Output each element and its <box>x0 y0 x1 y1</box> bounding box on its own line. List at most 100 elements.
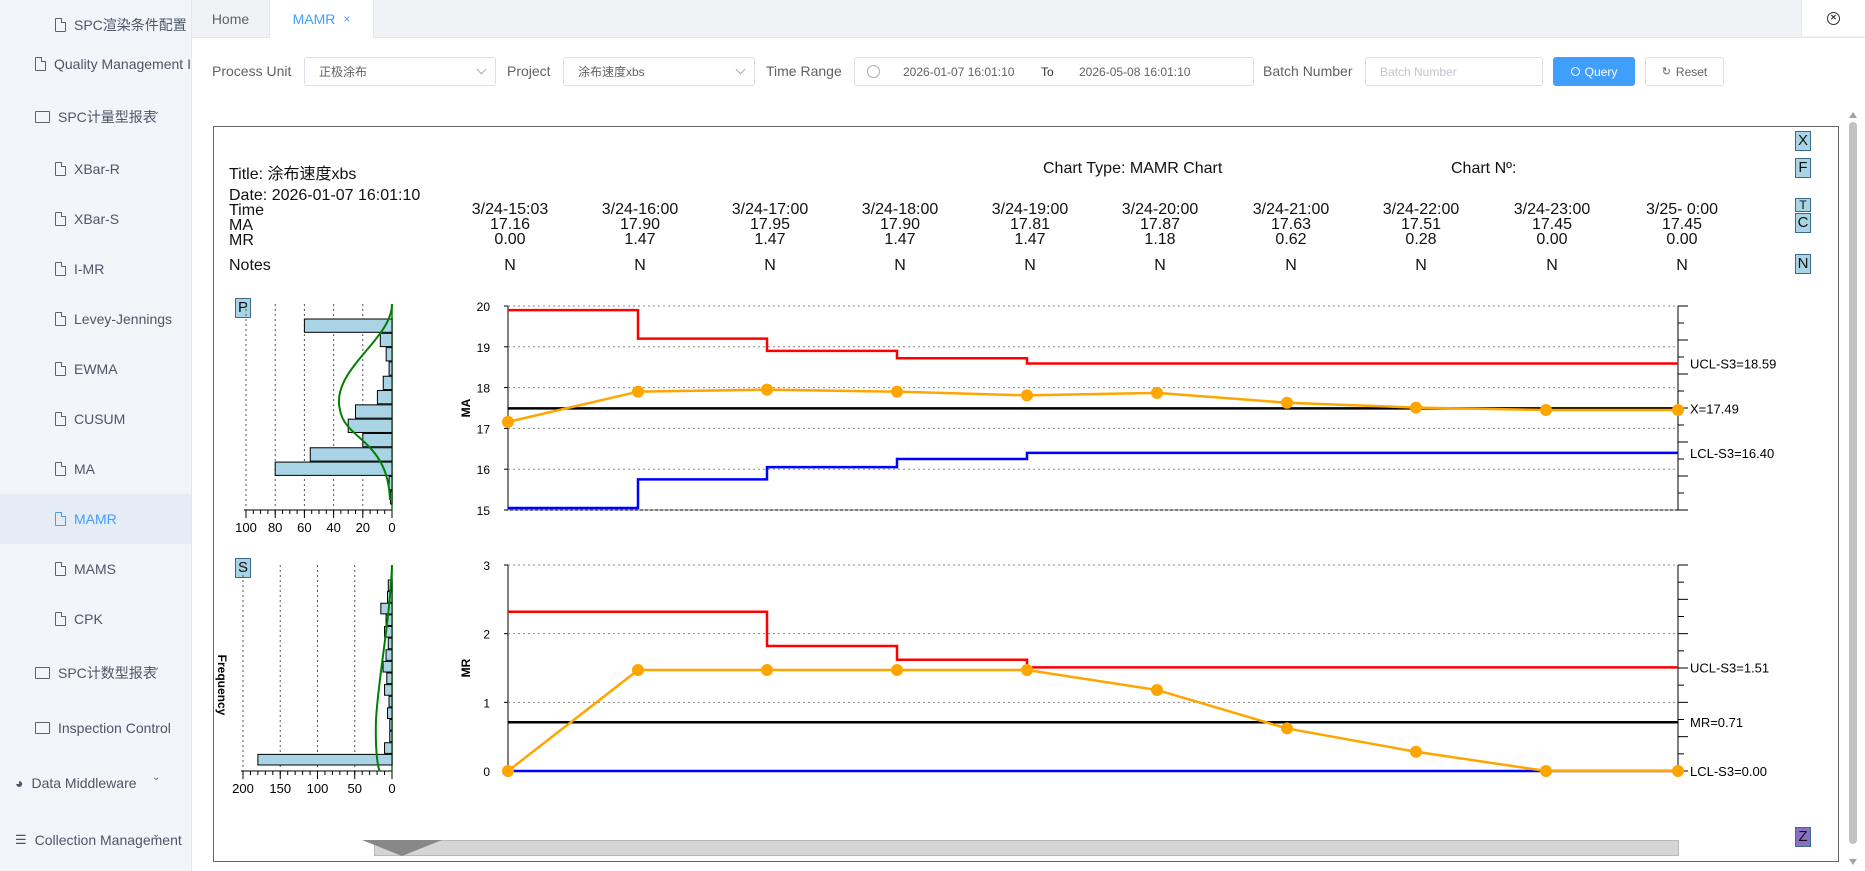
sidebar-item-4[interactable]: XBar-S <box>0 194 191 244</box>
s-button[interactable]: S <box>235 558 251 578</box>
sidebar-item-label: EWMA <box>74 361 118 377</box>
process-unit-select[interactable]: 正极涂布 <box>304 57 496 86</box>
file-icon <box>55 612 66 626</box>
reset-button[interactable]: ↻ Reset <box>1645 57 1724 86</box>
close-circle-icon: ✕ <box>1827 11 1840 25</box>
mr-cell: 0.00 <box>1536 231 1568 248</box>
reset-label: Reset <box>1675 64 1708 79</box>
f-button[interactable]: F <box>1795 158 1811 178</box>
time-range-picker[interactable]: 2026-01-07 16:01:10 To 2026-05-08 16:01:… <box>854 57 1254 86</box>
process-unit-value: 正极涂布 <box>319 65 368 79</box>
pie-chart-icon: ◕ <box>15 775 24 791</box>
horizontal-scrollbar[interactable] <box>374 840 1679 856</box>
p-button[interactable]: P <box>235 298 251 318</box>
query-button[interactable]: Query <box>1553 57 1635 86</box>
mr-cell: 1.47 <box>624 231 656 248</box>
project-label: Project <box>507 63 551 79</box>
sidebar-item-9[interactable]: MA <box>0 444 191 494</box>
tab-mamr[interactable]: MAMR × <box>270 0 374 38</box>
batch-number-input[interactable]: Batch Number <box>1365 57 1543 86</box>
sidebar-item-8[interactable]: CUSUM <box>0 394 191 444</box>
sidebar-item-14[interactable]: Inspection Control <box>0 703 191 753</box>
t-button[interactable]: T <box>1795 198 1811 212</box>
time-cell: 3/24-20:00 <box>1121 201 1199 218</box>
scroll-handle-triangle-icon[interactable] <box>362 840 442 856</box>
sidebar-item-label: XBar-R <box>74 161 120 177</box>
time-cell: 3/24-22:00 <box>1382 201 1460 218</box>
file-icon <box>55 212 66 226</box>
file-icon <box>55 312 66 326</box>
scroll-down-arrow-icon[interactable] <box>1849 859 1857 865</box>
file-icon <box>55 162 66 176</box>
time-cell: 3/24-16:00 <box>601 201 679 218</box>
tab-bar: Home MAMR × ✕ <box>192 0 1865 38</box>
notes-cell: N <box>1676 257 1688 274</box>
sidebar-item-2[interactable]: SPC计量型报表 ⌄ <box>0 92 191 142</box>
tab-home[interactable]: Home <box>192 0 270 38</box>
z-button[interactable]: Z <box>1795 827 1811 847</box>
project-select[interactable]: 涂布速度xbs <box>563 57 755 86</box>
sidebar-item-5[interactable]: I-MR <box>0 244 191 294</box>
sidebar-item-16[interactable]: ☰ Collection Management ⌄ <box>0 815 191 865</box>
sidebar-item-label: Inspection Control <box>58 720 171 736</box>
sidebar-item-10[interactable]: MAMR <box>0 494 191 544</box>
mr-cell: 0.00 <box>1666 231 1698 248</box>
ma-cell: 17.45 <box>1661 216 1703 233</box>
c-button[interactable]: C <box>1795 213 1811 233</box>
folder-icon <box>35 667 50 679</box>
clock-icon <box>867 65 880 78</box>
sidebar-item-0[interactable]: SPC渲染条件配置 <box>0 0 191 50</box>
file-icon <box>55 562 66 576</box>
sidebar-item-3[interactable]: XBar-R <box>0 144 191 194</box>
close-all-tabs-button[interactable]: ✕ <box>1801 0 1865 36</box>
sidebar-item-label: Data Middleware <box>31 775 137 791</box>
sidebar-item-15[interactable]: ◕ Data Middleware ⌄ <box>0 758 191 808</box>
n-button[interactable]: N <box>1795 254 1811 274</box>
vertical-scrollbar[interactable] <box>1848 112 1858 865</box>
time-end-value[interactable]: 2026-05-08 16:01:10 <box>1079 65 1191 79</box>
mr-cell: 0.00 <box>494 231 526 248</box>
sidebar-item-1[interactable]: Quality Management I <box>0 39 191 89</box>
scrollbar-thumb[interactable] <box>1849 122 1857 844</box>
sidebar-item-label: Collection Management <box>34 832 182 848</box>
chevron-down-icon: ⌄ <box>152 106 161 117</box>
file-icon <box>35 57 46 71</box>
notes-cell: N <box>1415 257 1427 274</box>
time-start-value[interactable]: 2026-01-07 16:01:10 <box>903 65 1015 79</box>
sidebar-item-label: MA <box>74 461 95 477</box>
chart-type: Chart Type: MAMR Chart <box>1043 160 1223 177</box>
chevron-down-icon <box>476 64 487 75</box>
search-icon <box>1570 67 1580 76</box>
ma-cell: 17.95 <box>749 216 791 233</box>
file-icon <box>55 362 66 376</box>
sidebar-item-12[interactable]: CPK <box>0 594 191 644</box>
sidebar-item-label: I-MR <box>74 261 105 277</box>
ma-cell: 17.87 <box>1139 216 1181 233</box>
chart-number: Chart Nº: <box>1451 160 1517 177</box>
mr-cell: 1.47 <box>884 231 916 248</box>
scroll-up-arrow-icon[interactable] <box>1849 112 1857 118</box>
sidebar: SPC渲染条件配置 Quality Management I SPC计量型报表 ⌄ XB… <box>0 0 192 871</box>
mr-cell: 0.28 <box>1405 231 1437 248</box>
row-label-ma: MA <box>229 217 253 234</box>
batch-number-placeholder: Batch Number <box>1380 64 1457 79</box>
row-label-notes: Notes <box>229 257 271 274</box>
sidebar-item-11[interactable]: MAMS <box>0 544 191 594</box>
chevron-down-icon <box>735 64 746 75</box>
sidebar-item-label: MAMS <box>74 561 116 577</box>
sidebar-item-7[interactable]: EWMA <box>0 344 191 394</box>
close-icon[interactable]: × <box>343 12 351 26</box>
project-value: 涂布速度xbs <box>578 65 645 79</box>
sidebar-item-6[interactable]: Levey-Jennings <box>0 294 191 344</box>
time-cell: 3/24-19:00 <box>991 201 1069 218</box>
ma-cell: 17.51 <box>1400 216 1442 233</box>
file-icon <box>55 462 66 476</box>
notes-cell: N <box>634 257 646 274</box>
mr-cell: 0.62 <box>1275 231 1307 248</box>
time-range-label: Time Range <box>766 63 842 79</box>
sidebar-item-13[interactable]: SPC计数型报表 ⌄ <box>0 648 191 698</box>
file-icon <box>55 412 66 426</box>
x-button[interactable]: X <box>1795 131 1811 151</box>
notes-cell: N <box>894 257 906 274</box>
process-unit-label: Process Unit <box>212 63 292 79</box>
